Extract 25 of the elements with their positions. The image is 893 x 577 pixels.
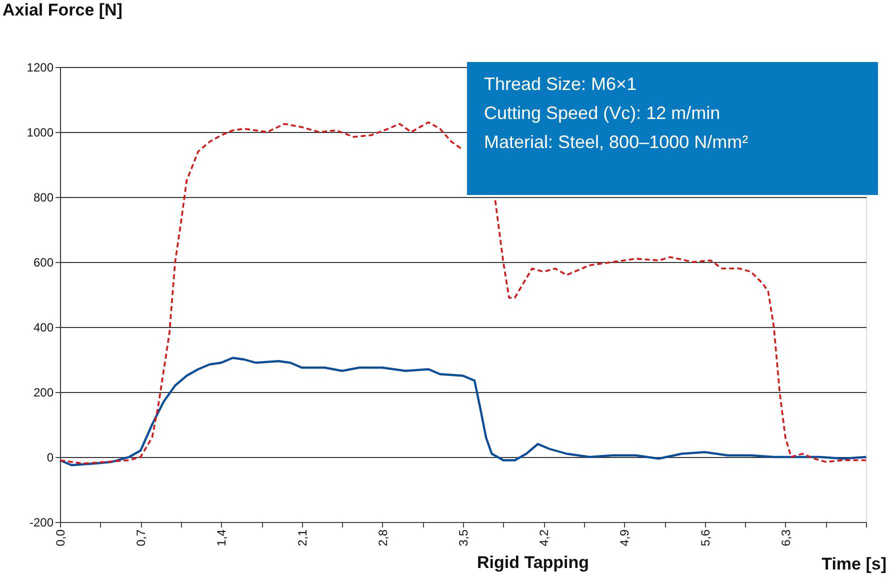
y-tick-label: 0 [46,450,54,464]
x-tick-label: 6,3 [778,529,793,546]
x-tick-label: 0,0 [54,529,68,546]
x-tick-label: 2,1 [295,529,310,546]
y-tick-label: 1200 [26,60,54,74]
text: Rigid Tapping [477,553,590,572]
x-tick-label: 5,6 [698,529,712,546]
y-tick-label: 1000 [26,126,54,140]
y-tick-label: 200 [33,386,54,400]
x-tick-label: 0,7 [134,529,148,546]
y-tick-label: -200 [29,516,54,530]
x-tick-label: 4,9 [618,529,632,546]
y-tick-label: 800 [33,190,54,204]
line-series [58,356,868,466]
x-tick-label: 4,2 [537,529,552,546]
annotation: Cutting Speed (Vc): 12 m/min [484,103,720,123]
annotation: Thread Size: M6×1 [484,74,637,94]
x-tick-label: 3,5 [456,529,470,546]
annotation: Material: Steel, 800–1000 N/mm² [484,132,748,152]
y-axis-title: Axial Force [N] [2,0,122,20]
y-tick-label: 400 [33,320,54,334]
x-tick-label: 1,4 [214,529,229,546]
x-tick-label: 2,8 [376,529,390,546]
x-axis-title: Time [s] [822,554,886,574]
y-tick-label: 600 [33,256,54,270]
